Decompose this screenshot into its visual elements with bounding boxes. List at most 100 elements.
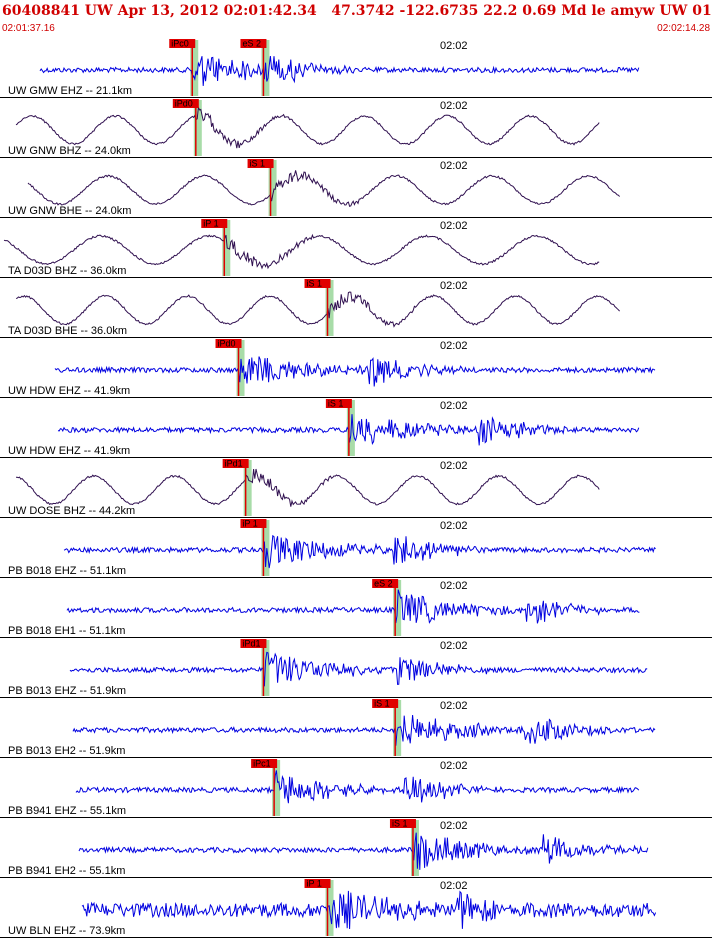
trace-row[interactable]: 02:02 iPd0 UW HDW EHZ -- 41.9km: [0, 339, 712, 398]
trace-label: TA D03D BHZ -- 36.0km: [8, 265, 126, 277]
pick-label: iP 1: [203, 219, 218, 229]
minute-marker-label: 02:02: [440, 700, 468, 712]
waveform-trace: [16, 468, 600, 507]
minute-marker-label: 02:02: [440, 40, 468, 52]
trace-label: PB B018 EH1 -- 51.1km: [8, 625, 125, 637]
pick-label: iS 1: [250, 159, 266, 169]
pick-label: iS 1: [392, 819, 408, 829]
pick-flag[interactable]: [325, 399, 352, 408]
pick-band: [193, 100, 202, 156]
minute-marker-label: 02:02: [440, 760, 468, 772]
pick-label: eS 2: [374, 579, 393, 589]
waveform-trace: [63, 534, 656, 569]
pick-flag[interactable]: [240, 39, 267, 48]
waveform-trace: [66, 589, 640, 624]
minute-marker-label: 02:02: [440, 280, 468, 292]
pick-band: [272, 760, 281, 816]
trace-row[interactable]: 02:02 iP 1 UW BLN EHZ -- 73.9km: [0, 879, 712, 938]
pick-flag[interactable]: [247, 159, 274, 168]
trace-row[interactable]: 02:02 iS 1 PB B941 EH2 -- 55.1km: [0, 819, 712, 878]
trace-label: PB B018 EHZ -- 51.1km: [8, 565, 126, 577]
pick-label: iS 1: [328, 399, 344, 409]
trace-row[interactable]: 02:02 iPd0 UW GNW BHZ -- 24.0km: [0, 99, 712, 158]
pick-flag[interactable]: [240, 639, 267, 648]
pick-flag[interactable]: [304, 279, 331, 288]
pick-flag[interactable]: [201, 219, 228, 228]
pick-band: [222, 220, 231, 276]
pick-label: eS 2: [242, 39, 261, 49]
seismogram-panel[interactable]: 02:02 iPc0 eS 2 UW GMW EHZ -- 21.1km 02:02 iP…: [0, 38, 712, 938]
trace-label: PB B013 EHZ -- 51.9km: [8, 685, 126, 697]
minute-marker-label: 02:02: [440, 400, 468, 412]
minute-marker-label: 02:02: [440, 580, 468, 592]
waveform-trace: [72, 714, 656, 746]
waveform-trace: [15, 291, 620, 328]
trace-row[interactable]: 02:02 iS 1 TA D03D BHE -- 36.0km: [0, 279, 712, 338]
trace-row[interactable]: 02:02 eS 2 PB B018 EH1 -- 51.1km: [0, 579, 712, 638]
minute-marker-label: 02:02: [440, 520, 468, 532]
trace-label: UW BLN EHZ -- 73.9km: [8, 925, 125, 937]
pick-flag[interactable]: [251, 759, 278, 768]
trace-row[interactable]: 02:02 iPd1 UW DOSE BHZ -- 44.2km: [0, 459, 712, 518]
minute-marker-label: 02:02: [440, 340, 468, 352]
pick-band: [190, 40, 199, 96]
trace-row[interactable]: 02:02 iP 1 PB B018 EHZ -- 51.1km: [0, 519, 712, 578]
waveform-trace: [15, 105, 600, 149]
pick-flag[interactable]: [304, 879, 331, 888]
pick-flag[interactable]: [240, 519, 267, 528]
seismogram-canvas[interactable]: 02:02 iPc0 eS 2 UW GMW EHZ -- 21.1km 02:02 iP…: [0, 38, 712, 938]
trace-label: UW GMW EHZ -- 21.1km: [8, 85, 132, 97]
waveform-trace: [39, 55, 640, 86]
end-time-label: 02:02:14.28: [657, 23, 710, 34]
pick-label: iS 1: [307, 279, 323, 289]
waveform-trace: [54, 356, 656, 387]
trace-label: PB B941 EH2 -- 55.1km: [8, 865, 125, 877]
minute-marker-label: 02:02: [440, 820, 468, 832]
pick-label: iP 1: [307, 879, 322, 889]
minute-marker-label: 02:02: [440, 460, 468, 472]
trace-label: TA D03D BHE -- 36.0km: [8, 325, 127, 337]
minute-marker-label: 02:02: [440, 220, 468, 232]
trace-row[interactable]: 02:02 iPc0 eS 2 UW GMW EHZ -- 21.1km: [0, 39, 712, 98]
pick-label: iPd0: [175, 99, 193, 109]
pick-flag[interactable]: [172, 99, 199, 108]
event-header-title: 60408841 UW Apr 13, 2012 02:01:42.34 47.…: [2, 3, 712, 19]
pick-band: [268, 160, 277, 216]
pick-label: iPd0: [218, 339, 236, 349]
minute-marker-label: 02:02: [440, 100, 468, 112]
trace-label: PB B013 EH2 -- 51.9km: [8, 745, 125, 757]
minute-marker-label: 02:02: [440, 160, 468, 172]
pick-label: iPc0: [171, 39, 189, 49]
pick-label: iP 1: [242, 519, 257, 529]
minute-marker-label: 02:02: [440, 880, 468, 892]
trace-label: UW HDW EHZ -- 41.9km: [8, 385, 130, 397]
pick-flag[interactable]: [389, 819, 416, 828]
pick-band: [393, 700, 402, 756]
trace-label: PB B941 EHZ -- 55.1km: [8, 805, 126, 817]
waveform-trace: [69, 651, 648, 687]
pick-flag[interactable]: [372, 699, 399, 708]
trace-label: UW GNW BHZ -- 24.0km: [8, 145, 131, 157]
pick-flag[interactable]: [169, 39, 196, 48]
waveform-trace: [75, 770, 640, 804]
pick-flag[interactable]: [372, 579, 399, 588]
pick-band: [243, 460, 252, 516]
trace-row[interactable]: 02:02 iS 1 UW GNW BHE -- 24.0km: [0, 159, 712, 218]
pick-flag[interactable]: [222, 459, 249, 468]
waveform-trace: [78, 832, 649, 870]
trace-label: UW HDW EHZ -- 41.9km: [8, 445, 130, 457]
pick-label: iPc1: [253, 759, 271, 769]
minute-marker-label: 02:02: [440, 640, 468, 652]
trace-row[interactable]: 02:02 iPc1 PB B941 EHZ -- 55.1km: [0, 759, 712, 818]
trace-row[interactable]: 02:02 iS 1 UW HDW EHZ -- 41.9km: [0, 399, 712, 458]
trace-row[interactable]: 02:02 iPd1 PB B013 EHZ -- 51.9km: [0, 639, 712, 698]
trace-row[interactable]: 02:02 iP 1 TA D03D BHZ -- 36.0km: [0, 219, 712, 278]
trace-row[interactable]: 02:02 iS 1 PB B013 EH2 -- 51.9km: [0, 699, 712, 758]
pick-band: [325, 280, 334, 336]
waveform-trace: [81, 890, 657, 930]
pick-label: iS 1: [374, 699, 390, 709]
pick-flag[interactable]: [215, 339, 242, 348]
trace-label: UW GNW BHE -- 24.0km: [8, 205, 131, 217]
pick-band: [261, 520, 270, 576]
trace-label: UW DOSE BHZ -- 44.2km: [8, 505, 135, 517]
